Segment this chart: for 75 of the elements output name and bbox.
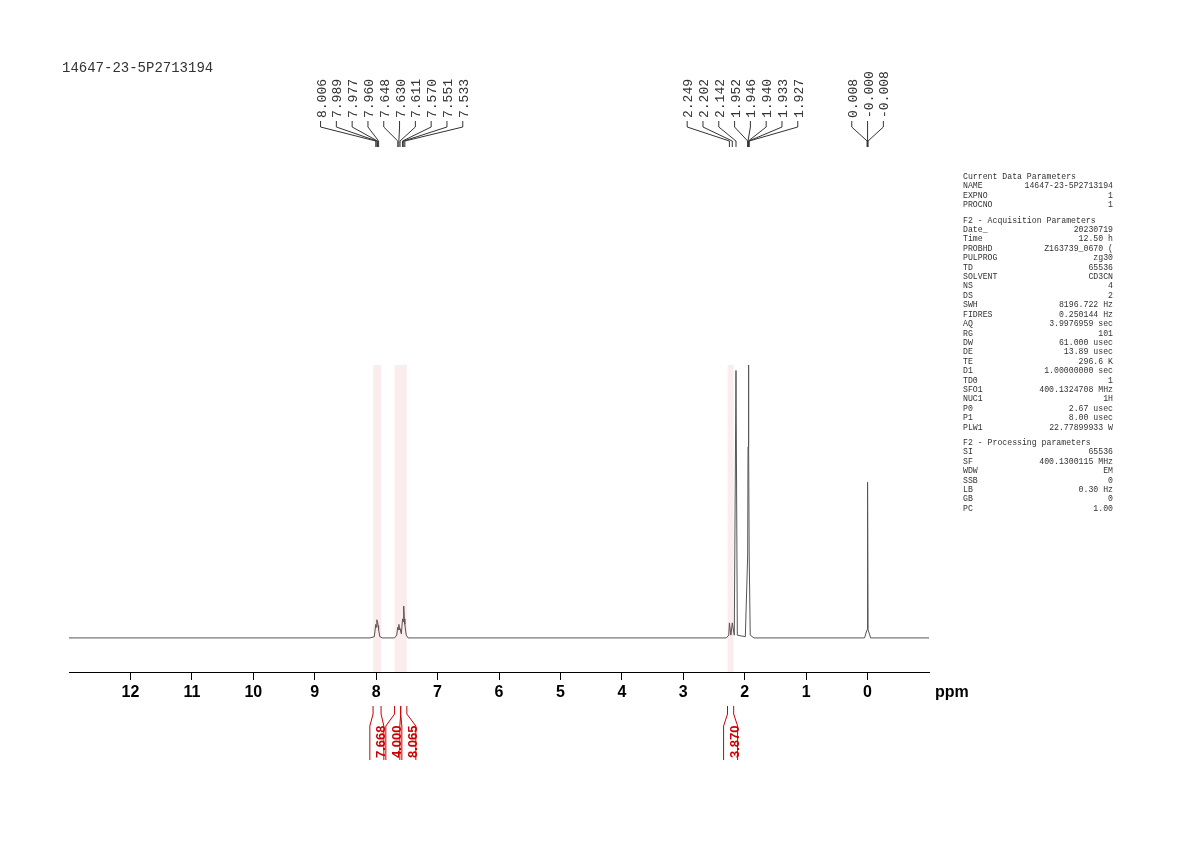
text: D1 1.00000000 sec <box>963 366 1113 376</box>
x-tick-label: 2 <box>740 683 750 701</box>
x-tick-label: 6 <box>494 683 504 701</box>
x-tick-label: 11 <box>183 683 201 701</box>
annotation: 1.940 <box>760 78 776 118</box>
band-label: 8.065 <box>405 725 421 758</box>
x-tick-label: 10 <box>244 683 263 701</box>
x-tick-label: 8 <box>371 683 381 701</box>
text: F2 - Processing parameters <box>963 437 1092 448</box>
x-tick-label: 4 <box>617 683 627 701</box>
x-tick-label: 0 <box>863 683 873 701</box>
text: GB 0 <box>963 494 1113 504</box>
text: P0 2.67 usec <box>963 403 1113 413</box>
text: SFO1 400.1324708 MHz <box>963 384 1113 394</box>
text: F2 - Acquisition Parameters <box>963 215 1097 226</box>
x-tick-label: 3 <box>678 683 688 701</box>
text: Current Data Parameters <box>963 172 1077 182</box>
text: NAME 14647-23-5P2713194 <box>963 181 1113 191</box>
annotation: 2.202 <box>696 78 712 118</box>
annotation: 0.008 <box>845 78 861 118</box>
annotation: 1.952 <box>728 78 744 118</box>
text: Time 12.50 h <box>963 234 1113 244</box>
text: PROBHD Z163739_0670 ( <box>963 243 1113 253</box>
annotation: 1.933 <box>775 78 791 118</box>
annotation: 1.927 <box>791 78 807 118</box>
annotation: 7.611 <box>409 78 425 118</box>
text: LB 0.30 Hz <box>963 485 1113 494</box>
chart-title: 14647-23-5P2713194 <box>62 60 214 76</box>
annotation: 2.249 <box>681 78 697 118</box>
text: TE 296.6 K <box>963 356 1113 366</box>
annotation: 7.648 <box>377 78 393 118</box>
text: SOLVENT CD3CN <box>963 272 1113 282</box>
text: EXPNO 1 <box>963 190 1113 200</box>
text: P1 8.00 usec <box>963 413 1113 423</box>
annotation: 1.946 <box>744 78 760 118</box>
band-label: 7.668 <box>373 725 389 758</box>
x-tick-label: 7 <box>433 683 443 701</box>
text: RG 101 <box>963 328 1113 338</box>
text: SF 400.1300115 MHz <box>963 456 1113 466</box>
text: TD0 1 <box>963 375 1113 385</box>
text: TD 65536 <box>963 262 1113 272</box>
x-tick-label: 1 <box>801 683 811 701</box>
annotation: 7.533 <box>456 78 472 118</box>
text: DE 13.89 usec <box>963 347 1113 357</box>
x-tick-label: 9 <box>310 683 320 701</box>
band-label: 3.870 <box>727 725 743 758</box>
annotation: 7.989 <box>330 78 346 118</box>
annotation: -0.000 <box>861 71 877 118</box>
band-label: 4.000 <box>389 725 405 758</box>
text: AQ 3.9976959 sec <box>963 319 1113 329</box>
annotation: -0.008 <box>877 71 893 118</box>
annotation: 7.630 <box>393 78 409 118</box>
x-tick-label: 5 <box>555 683 565 701</box>
text: WDW EM <box>963 466 1113 476</box>
text: NUC1 1H <box>963 394 1113 404</box>
text: DS 2 <box>963 290 1113 300</box>
text: PULPROG zg30 <box>963 253 1113 263</box>
x-axis-title: ppm <box>935 683 969 701</box>
text: NS 4 <box>963 281 1113 291</box>
text: Date_ 20230719 <box>963 225 1113 235</box>
text: SWH 8196.722 Hz <box>963 300 1113 310</box>
text: SSB 0 <box>963 475 1113 485</box>
text: PLW1 22.77899933 W <box>963 422 1113 432</box>
text: PROCNO 1 <box>963 200 1113 210</box>
x-tick-label: 12 <box>121 683 140 701</box>
annotation: 7.977 <box>346 78 362 118</box>
annotation: 7.551 <box>440 78 456 118</box>
text: PC 1.00 <box>963 503 1113 513</box>
annotation: 2.142 <box>712 78 728 118</box>
text: DW 61.000 usec <box>963 337 1113 347</box>
annotation: 8.006 <box>314 78 330 118</box>
annotation: 7.960 <box>361 78 377 118</box>
text: SI 65536 <box>963 447 1113 457</box>
annotation: 7.570 <box>425 78 441 118</box>
text: FIDRES 0.250144 Hz <box>963 309 1113 319</box>
